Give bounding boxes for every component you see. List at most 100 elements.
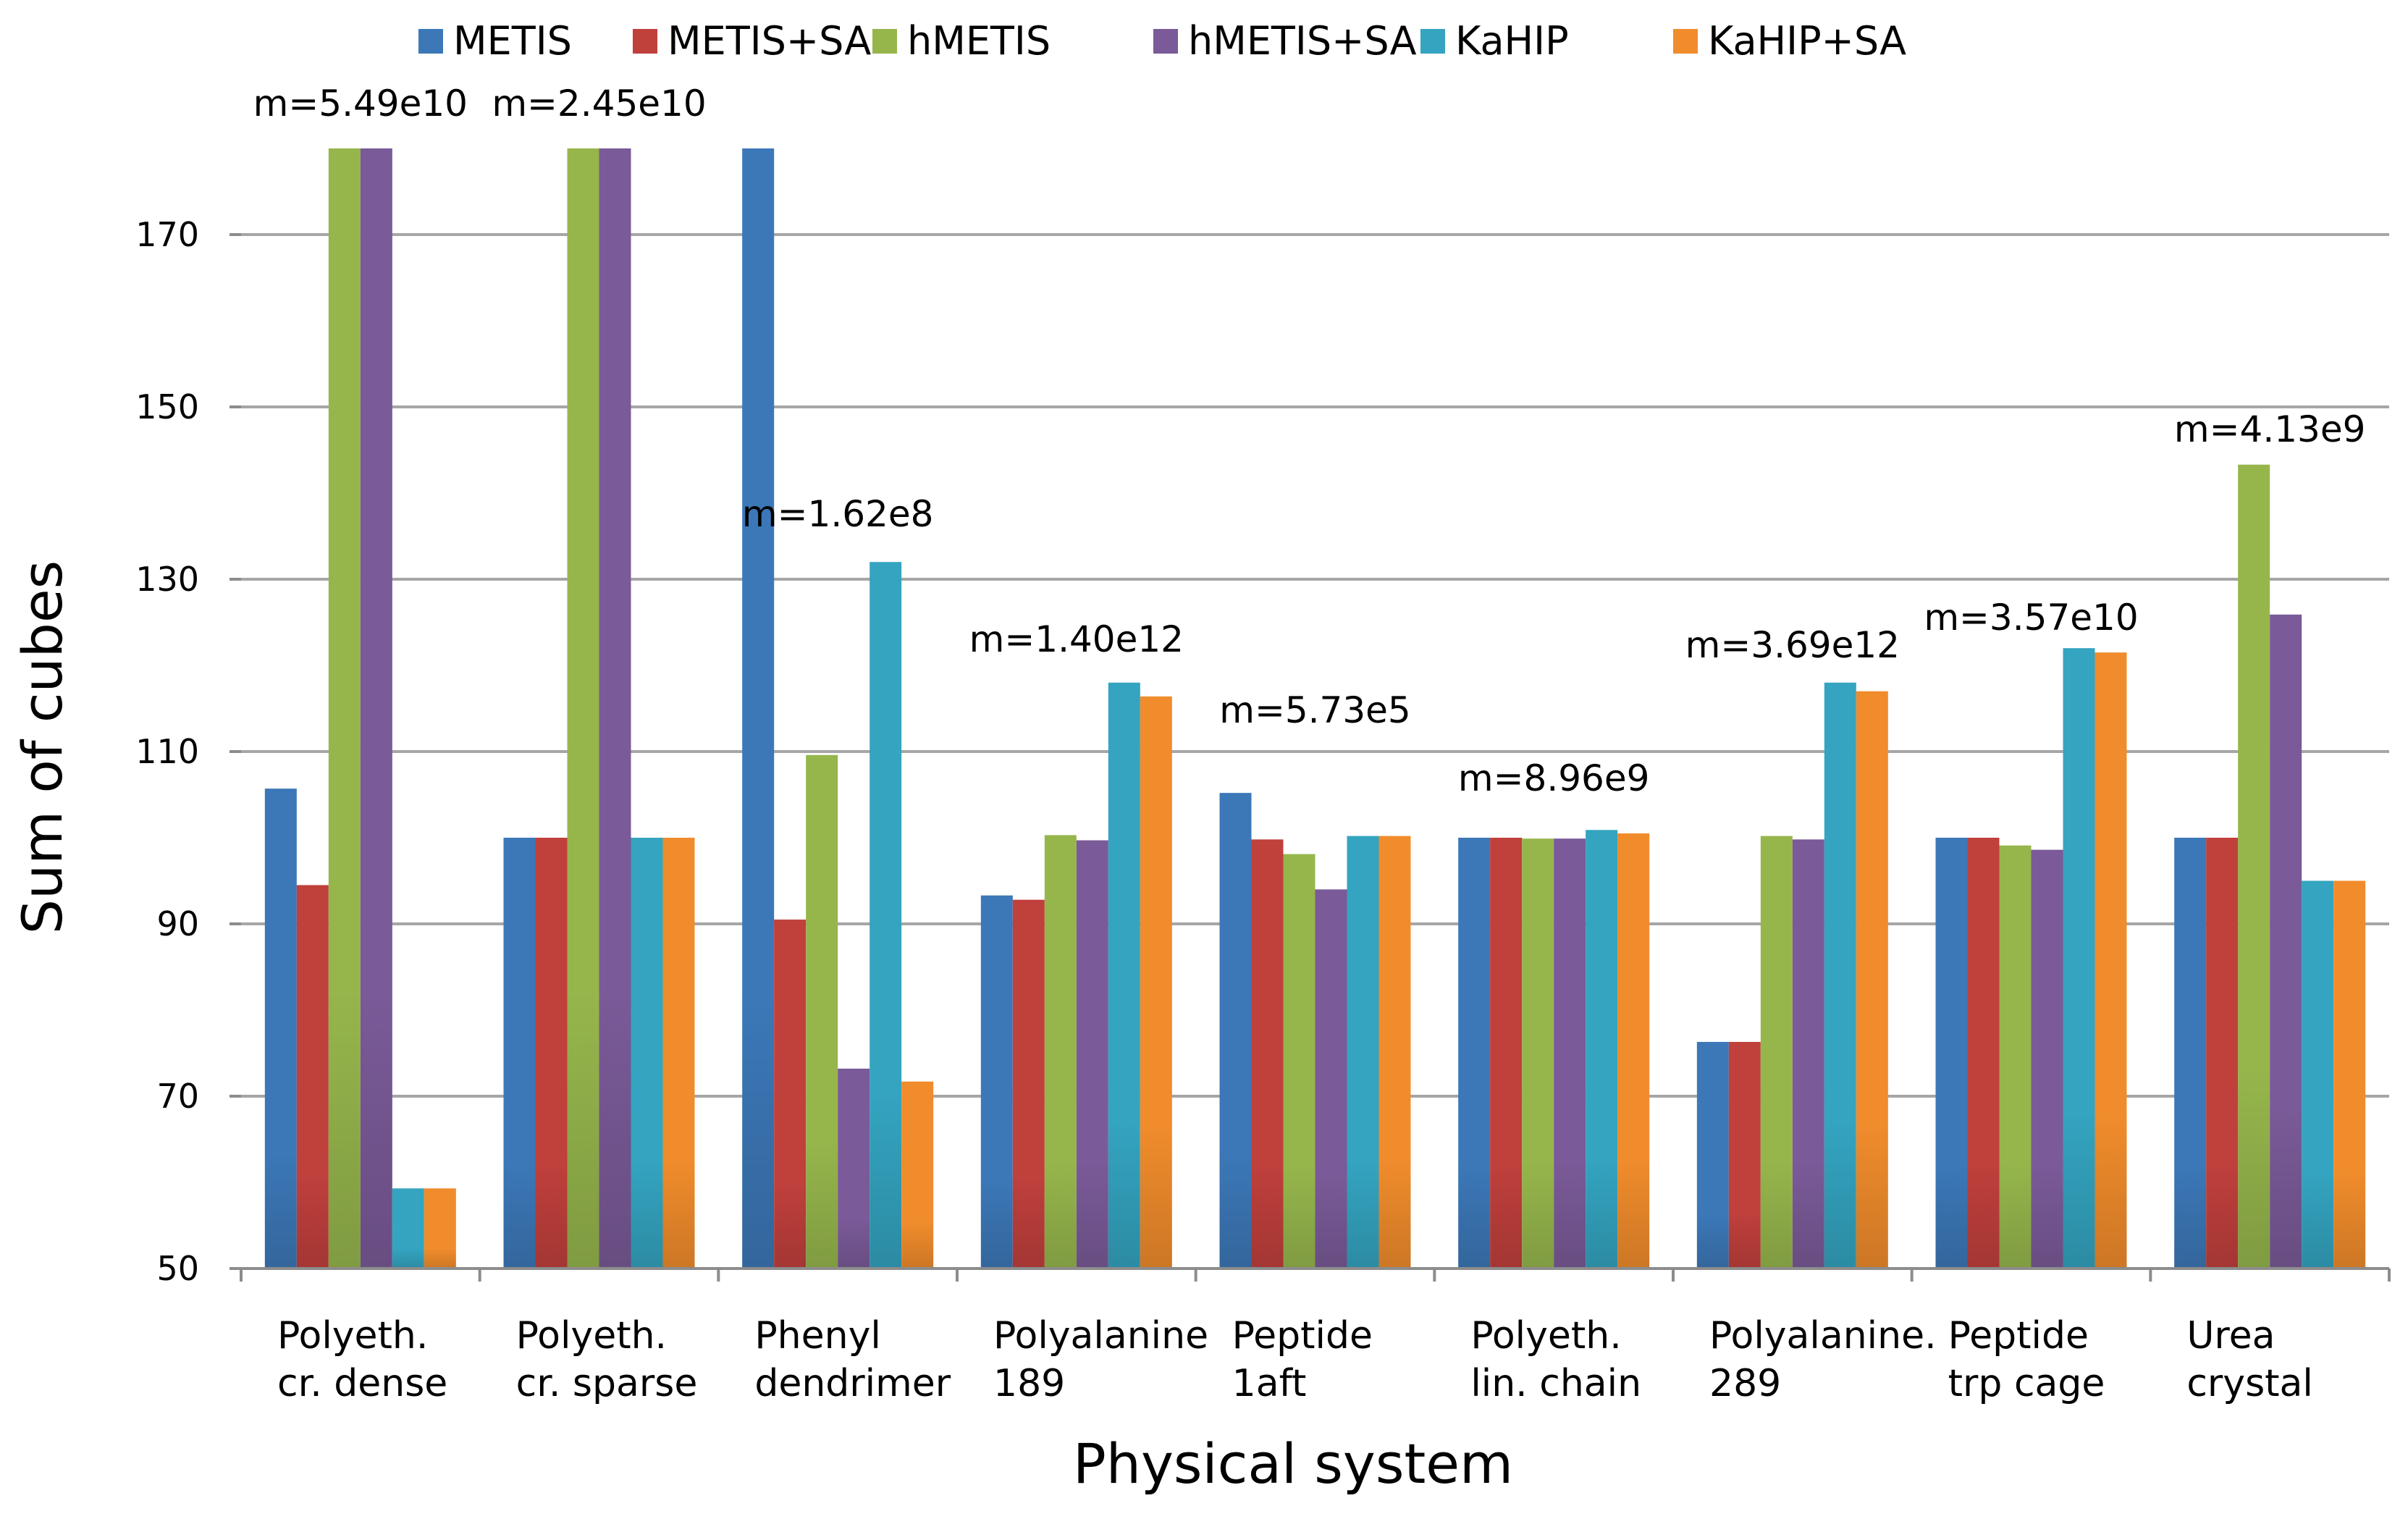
x-tick-label: Peptide: [1232, 1314, 1373, 1358]
group-annotation: m=3.57e10: [1924, 597, 2138, 639]
bar-hmetis-plus-sa: [360, 148, 392, 1269]
bar-metis-plus-sa: [774, 920, 807, 1269]
legend-swatch: [872, 29, 897, 54]
x-tick-label: cr. sparse: [516, 1362, 698, 1405]
bar-metis-plus-sa: [1251, 839, 1284, 1269]
y-tick-label: 170: [135, 215, 199, 254]
group-annotation: m=2.45e10: [492, 83, 706, 125]
bar-kahip: [1586, 830, 1618, 1269]
bar-kahip-plus-sa: [1378, 836, 1411, 1269]
bar-metis-plus-sa: [1728, 1042, 1761, 1269]
bar-metis: [1935, 838, 1968, 1269]
bar-metis-plus-sa: [2206, 838, 2239, 1269]
legend-swatch: [1420, 29, 1445, 54]
bar-kahip: [1347, 836, 1379, 1269]
bar-metis: [1458, 838, 1491, 1269]
bar-metis-plus-sa: [296, 885, 329, 1269]
legend-label: KaHIP+SA: [1708, 18, 1906, 64]
bar-hmetis: [567, 148, 599, 1269]
bar-kahip: [2302, 880, 2334, 1269]
bar-metis-plus-sa: [1012, 899, 1045, 1269]
x-tick-label: Polyeth.: [277, 1314, 428, 1358]
bar-kahip-plus-sa: [2333, 880, 2366, 1269]
bar-hmetis-plus-sa: [2270, 614, 2302, 1269]
bar-hmetis: [1522, 838, 1554, 1269]
group-annotation: m=8.96e9: [1458, 757, 1650, 799]
bar-metis: [1219, 793, 1252, 1269]
bar-kahip-plus-sa: [1140, 696, 1172, 1269]
bar-kahip: [392, 1188, 424, 1269]
bar-kahip: [870, 562, 902, 1269]
bar-metis-plus-sa: [535, 838, 568, 1269]
x-tick-label: trp cage: [1948, 1362, 2105, 1405]
legend-swatch: [1673, 29, 1698, 54]
group-annotation: m=5.49e10: [253, 83, 468, 125]
legend-label: METIS: [453, 18, 572, 64]
bar-hmetis-plus-sa: [838, 1068, 870, 1269]
bar-hmetis-plus-sa: [1554, 838, 1586, 1269]
bar-hmetis: [2238, 464, 2270, 1269]
bar-metis: [742, 148, 775, 1269]
bar-kahip-plus-sa: [901, 1081, 934, 1269]
bar-kahip: [1824, 682, 1856, 1269]
legend-swatch: [633, 29, 657, 54]
bars: [264, 148, 2366, 1269]
x-tick-label: lin. chain: [1470, 1362, 1641, 1405]
bar-kahip-plus-sa: [1617, 833, 1650, 1269]
bar-kahip-plus-sa: [424, 1188, 456, 1269]
bar-hmetis-plus-sa: [1792, 839, 1824, 1269]
bar-metis-plus-sa: [1490, 838, 1523, 1269]
bar-hmetis-plus-sa: [1076, 840, 1108, 1269]
bar-hmetis: [1044, 835, 1077, 1269]
bar-metis-plus-sa: [1967, 838, 2000, 1269]
bar-hmetis: [1283, 854, 1315, 1269]
x-tick-label: Polyeth.: [516, 1314, 667, 1358]
y-tick-label: 130: [135, 560, 199, 599]
x-tick-label: crystal: [2186, 1362, 2313, 1405]
bar-hmetis: [1760, 836, 1793, 1269]
legend-label: METIS+SA: [668, 18, 871, 64]
bar-kahip-plus-sa: [1856, 691, 1888, 1269]
x-tick-label: Polyalanine.: [1709, 1314, 1937, 1358]
legend: METIS METIS+SA hMETIS hMETIS+SA KaHIP KaHIP+S…: [418, 18, 1906, 64]
group-annotation: m=5.73e5: [1219, 689, 1411, 731]
y-tick-label: 50: [156, 1249, 199, 1288]
legend-label: hMETIS+SA: [1188, 18, 1417, 64]
legend-label: hMETIS: [907, 18, 1051, 64]
x-tick-label: Polyeth.: [1470, 1314, 1621, 1358]
bar-hmetis-plus-sa: [599, 148, 631, 1269]
bar-hmetis: [328, 148, 361, 1269]
bar-metis: [503, 838, 536, 1269]
legend-swatch: [418, 29, 443, 54]
x-tick-label: Urea: [2186, 1314, 2275, 1358]
x-tick-label: dendrimer: [754, 1362, 951, 1405]
bar-hmetis-plus-sa: [2031, 849, 2063, 1269]
legend-swatch: [1153, 29, 1178, 54]
x-tick-label: 189: [993, 1362, 1065, 1405]
group-annotation: m=1.40e12: [969, 618, 1184, 660]
bar-hmetis: [1999, 845, 2032, 1269]
x-tick-label: Peptide: [1948, 1314, 2089, 1358]
bar-metis: [980, 895, 1013, 1269]
bar-kahip: [1108, 682, 1140, 1269]
bar-kahip-plus-sa: [662, 838, 695, 1269]
y-tick-label: 150: [135, 387, 199, 426]
bar-kahip: [631, 838, 663, 1269]
x-axis-title: Physical system: [1073, 1431, 1513, 1496]
y-tick-label: 70: [156, 1077, 199, 1116]
bar-metis: [2174, 838, 2207, 1269]
y-axis-title: Sum of cubes: [10, 560, 75, 935]
bar-metis: [264, 788, 297, 1269]
annotations: m=5.49e10 m=2.45e10 m=1.62e8 m=1.40e12 m=5.7…: [253, 83, 2366, 799]
x-tick-label: Phenyl: [754, 1314, 880, 1358]
x-tick-label: cr. dense: [277, 1362, 447, 1405]
bar-metis: [1696, 1042, 1729, 1269]
x-tick-label: 289: [1709, 1362, 1781, 1405]
y-tick-label: 110: [135, 732, 199, 771]
bar-hmetis-plus-sa: [1315, 889, 1347, 1269]
group-annotation: m=4.13e9: [2174, 408, 2366, 450]
bar-kahip-plus-sa: [2095, 652, 2127, 1269]
y-tick-label: 90: [156, 904, 199, 943]
